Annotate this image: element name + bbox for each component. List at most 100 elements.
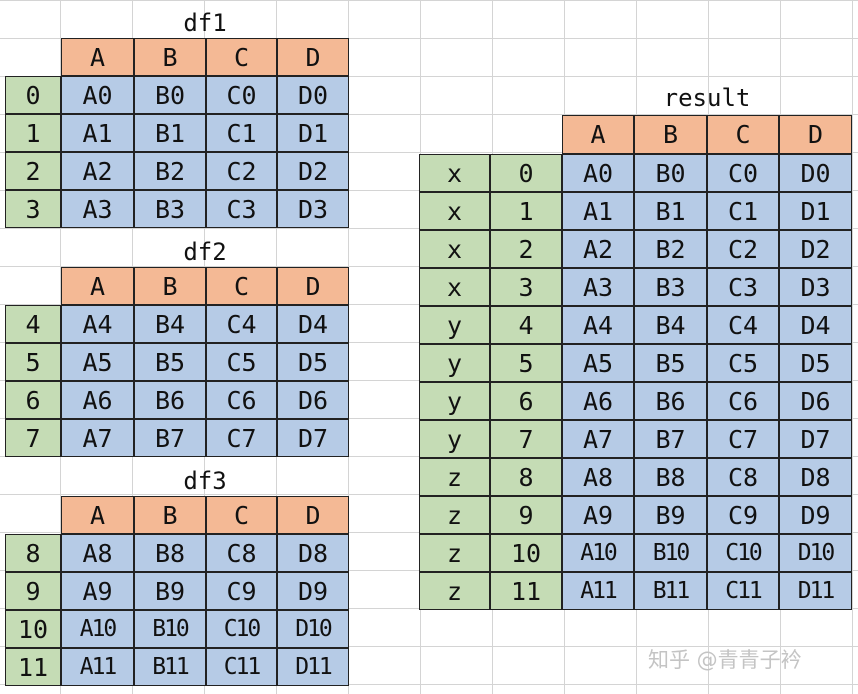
result-cell: D8 bbox=[779, 458, 852, 496]
column-header: C bbox=[206, 267, 277, 305]
result-cell: D4 bbox=[779, 306, 852, 344]
result-row-index: 0 bbox=[490, 154, 562, 192]
table-cell: D7 bbox=[277, 419, 349, 457]
result-cell: B7 bbox=[634, 420, 707, 458]
table-cell: D0 bbox=[277, 76, 349, 114]
table-cell: A3 bbox=[61, 190, 134, 228]
result-cell: C8 bbox=[707, 458, 779, 496]
result-key-index: x bbox=[419, 268, 490, 306]
table-cell: A5 bbox=[61, 343, 134, 381]
table-cell: B8 bbox=[134, 534, 206, 572]
result-cell: C9 bbox=[707, 496, 779, 534]
result-row-index: 7 bbox=[490, 420, 562, 458]
result-row-index: 1 bbox=[490, 192, 562, 230]
table-cell: A10 bbox=[61, 610, 134, 648]
table-cell: C0 bbox=[206, 76, 277, 114]
result-key-index: z bbox=[419, 496, 490, 534]
table-cell: B10 bbox=[134, 610, 206, 648]
result-cell: D3 bbox=[779, 268, 852, 306]
table-cell: C9 bbox=[206, 572, 277, 610]
result-cell: C0 bbox=[707, 154, 779, 192]
result-cell: C11 bbox=[707, 572, 779, 610]
table-cell: C8 bbox=[206, 534, 277, 572]
result-cell: D1 bbox=[779, 192, 852, 230]
table-cell: D10 bbox=[277, 610, 349, 648]
row-index: 9 bbox=[5, 572, 61, 610]
table-cell: B0 bbox=[134, 76, 206, 114]
table-cell: C6 bbox=[206, 381, 277, 419]
row-index: 8 bbox=[5, 534, 61, 572]
table-cell: A9 bbox=[61, 572, 134, 610]
table-cell: A0 bbox=[61, 76, 134, 114]
result-cell: C4 bbox=[707, 306, 779, 344]
result-cell: A8 bbox=[562, 458, 634, 496]
result-key-index: y bbox=[419, 306, 490, 344]
column-header: D bbox=[277, 38, 349, 76]
table-cell: C2 bbox=[206, 152, 277, 190]
result-key-index: z bbox=[419, 534, 490, 572]
result-cell: C10 bbox=[707, 534, 779, 572]
result-cell: A2 bbox=[562, 230, 634, 268]
result-cell: A6 bbox=[562, 382, 634, 420]
row-index: 0 bbox=[5, 76, 61, 114]
table-cell: A11 bbox=[61, 648, 134, 686]
frame-title-df3: df3 bbox=[183, 467, 227, 495]
table-cell: A2 bbox=[61, 152, 134, 190]
result-cell: A0 bbox=[562, 154, 634, 192]
result-cell: A10 bbox=[562, 534, 634, 572]
result-key-index: x bbox=[419, 192, 490, 230]
result-cell: D6 bbox=[779, 382, 852, 420]
table-cell: B6 bbox=[134, 381, 206, 419]
table-cell: D9 bbox=[277, 572, 349, 610]
table-cell: C1 bbox=[206, 114, 277, 152]
column-header: A bbox=[61, 38, 134, 76]
result-row-index: 2 bbox=[490, 230, 562, 268]
result-cell: B5 bbox=[634, 344, 707, 382]
column-header: D bbox=[277, 267, 349, 305]
result-row-index: 6 bbox=[490, 382, 562, 420]
result-cell: B1 bbox=[634, 192, 707, 230]
row-index: 4 bbox=[5, 305, 61, 343]
result-cell: A1 bbox=[562, 192, 634, 230]
table-cell: D1 bbox=[277, 114, 349, 152]
table-cell: A7 bbox=[61, 419, 134, 457]
result-cell: A9 bbox=[562, 496, 634, 534]
table-cell: D8 bbox=[277, 534, 349, 572]
table-cell: A1 bbox=[61, 114, 134, 152]
column-header: D bbox=[277, 496, 349, 534]
result-cell: B0 bbox=[634, 154, 707, 192]
watermark: 知乎 @青青子衿 bbox=[648, 648, 802, 672]
result-row-index: 11 bbox=[490, 572, 562, 610]
table-cell: A8 bbox=[61, 534, 134, 572]
result-row-index: 10 bbox=[490, 534, 562, 572]
column-header: A bbox=[61, 267, 134, 305]
table-cell: C7 bbox=[206, 419, 277, 457]
row-index: 3 bbox=[5, 190, 61, 228]
table-cell: C3 bbox=[206, 190, 277, 228]
result-cell: A3 bbox=[562, 268, 634, 306]
row-index: 1 bbox=[5, 114, 61, 152]
table-cell: D4 bbox=[277, 305, 349, 343]
result-column-header: B bbox=[634, 115, 707, 154]
column-header: B bbox=[134, 38, 206, 76]
result-cell: D11 bbox=[779, 572, 852, 610]
result-cell: B11 bbox=[634, 572, 707, 610]
result-key-index: x bbox=[419, 230, 490, 268]
result-cell: B9 bbox=[634, 496, 707, 534]
result-cell: B6 bbox=[634, 382, 707, 420]
result-cell: D0 bbox=[779, 154, 852, 192]
result-cell: B10 bbox=[634, 534, 707, 572]
result-key-index: y bbox=[419, 382, 490, 420]
result-column-header: A bbox=[562, 115, 634, 154]
table-cell: D6 bbox=[277, 381, 349, 419]
result-cell: C1 bbox=[707, 192, 779, 230]
result-key-index: y bbox=[419, 344, 490, 382]
frame-title-df2: df2 bbox=[183, 238, 227, 266]
column-header: C bbox=[206, 38, 277, 76]
result-cell: C6 bbox=[707, 382, 779, 420]
frame-title-df1: df1 bbox=[183, 9, 227, 37]
table-cell: B4 bbox=[134, 305, 206, 343]
table-cell: C4 bbox=[206, 305, 277, 343]
result-cell: B8 bbox=[634, 458, 707, 496]
result-row-index: 9 bbox=[490, 496, 562, 534]
